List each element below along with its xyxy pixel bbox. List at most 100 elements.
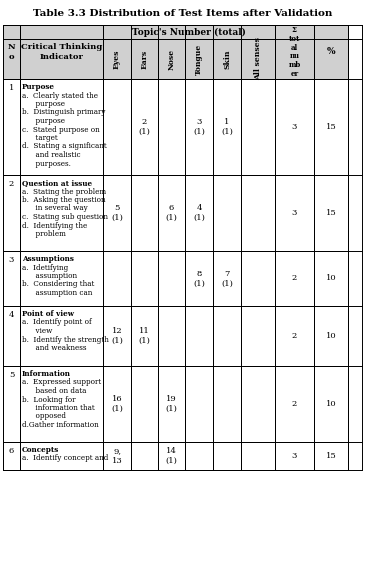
Bar xyxy=(20,251,103,306)
Bar xyxy=(185,442,213,470)
Bar xyxy=(131,39,158,79)
Bar xyxy=(314,79,348,175)
Text: b.  Looking for: b. Looking for xyxy=(22,395,76,404)
Text: 6: 6 xyxy=(9,447,14,455)
Bar xyxy=(185,306,213,366)
Bar xyxy=(241,442,275,470)
Text: 15: 15 xyxy=(326,209,337,217)
Text: a.  Clearly stated the: a. Clearly stated the xyxy=(22,91,98,99)
Bar xyxy=(131,442,158,470)
Bar xyxy=(158,306,185,366)
Text: %: % xyxy=(327,47,335,57)
Bar xyxy=(158,79,185,175)
Text: 2: 2 xyxy=(292,274,297,283)
Bar xyxy=(20,79,103,175)
Text: information that: information that xyxy=(22,404,95,412)
Text: b.  Identify the strength: b. Identify the strength xyxy=(22,336,109,343)
Text: N
o: N o xyxy=(8,43,15,61)
Bar xyxy=(158,366,185,442)
Bar xyxy=(185,251,213,306)
Text: d.  Stating a significant: d. Stating a significant xyxy=(22,143,107,150)
Text: based on data: based on data xyxy=(22,387,87,395)
Bar xyxy=(241,79,275,175)
Bar xyxy=(131,79,158,175)
Bar xyxy=(185,39,213,79)
Bar xyxy=(213,175,241,251)
Text: 3: 3 xyxy=(292,123,297,131)
Text: purposes.: purposes. xyxy=(22,160,71,167)
Text: assumption can: assumption can xyxy=(22,289,92,297)
Bar xyxy=(275,366,314,442)
Text: purpose: purpose xyxy=(22,100,65,108)
Text: 3: 3 xyxy=(9,256,14,264)
Text: 4
(1): 4 (1) xyxy=(193,204,205,222)
Text: Table 3.3 Distribution of Test Items after Validation: Table 3.3 Distribution of Test Items aft… xyxy=(33,9,332,18)
Text: 3
(1): 3 (1) xyxy=(193,118,205,136)
Text: 2: 2 xyxy=(292,332,297,340)
Bar xyxy=(213,251,241,306)
Bar xyxy=(103,366,131,442)
Bar xyxy=(213,442,241,470)
Bar xyxy=(158,175,185,251)
Bar xyxy=(241,251,275,306)
Text: All senses: All senses xyxy=(254,37,262,81)
Text: c.  Stating sub question: c. Stating sub question xyxy=(22,213,108,221)
Text: b.  Asking the question: b. Asking the question xyxy=(22,196,105,204)
Text: Purpose: Purpose xyxy=(22,83,55,91)
Text: 8
(1): 8 (1) xyxy=(193,270,205,287)
Bar xyxy=(241,175,275,251)
Text: a.  Stating the problem: a. Stating the problem xyxy=(22,188,106,195)
Text: Concepts: Concepts xyxy=(22,446,59,454)
Text: 10: 10 xyxy=(326,400,336,408)
Text: Skin: Skin xyxy=(223,49,231,69)
Bar xyxy=(103,175,131,251)
Text: problem: problem xyxy=(22,230,66,238)
Text: d.Gather information: d.Gather information xyxy=(22,421,99,429)
Text: Assumptions: Assumptions xyxy=(22,255,74,263)
Text: Question at issue: Question at issue xyxy=(22,179,92,187)
Text: 7
(1): 7 (1) xyxy=(221,270,233,287)
Text: 11
(1): 11 (1) xyxy=(139,327,150,345)
Text: Eyes: Eyes xyxy=(113,49,121,69)
Bar xyxy=(20,306,103,366)
Text: purpose: purpose xyxy=(22,117,65,125)
Bar xyxy=(185,79,213,175)
Bar xyxy=(314,442,348,470)
Text: Critical Thinking
Indicator: Critical Thinking Indicator xyxy=(21,43,102,61)
Bar xyxy=(314,306,348,366)
Text: in several way: in several way xyxy=(22,205,88,212)
Bar xyxy=(3,366,20,442)
Text: 14
(1): 14 (1) xyxy=(166,447,177,465)
Text: 6
(1): 6 (1) xyxy=(166,204,177,222)
Text: d.  Identifying the: d. Identifying the xyxy=(22,222,87,229)
Text: Σ
tot
al
nu
mb
er: Σ tot al nu mb er xyxy=(288,26,301,78)
Bar xyxy=(275,25,314,79)
Text: 16
(1): 16 (1) xyxy=(111,395,123,413)
Text: 5: 5 xyxy=(9,371,14,379)
Bar xyxy=(213,306,241,366)
Text: a.  Expressed support: a. Expressed support xyxy=(22,378,101,387)
Bar xyxy=(20,366,103,442)
Bar xyxy=(275,175,314,251)
Text: Topic's Number (total): Topic's Number (total) xyxy=(132,27,246,36)
Text: view: view xyxy=(22,327,52,335)
Text: 10: 10 xyxy=(326,274,336,283)
Bar xyxy=(20,442,103,470)
Text: a.  Idetifying: a. Idetifying xyxy=(22,263,68,271)
Bar xyxy=(275,442,314,470)
Text: and weakness: and weakness xyxy=(22,344,87,352)
Bar xyxy=(158,39,185,79)
Bar xyxy=(131,306,158,366)
Bar xyxy=(103,251,131,306)
Bar xyxy=(275,306,314,366)
Bar xyxy=(131,366,158,442)
Text: 10: 10 xyxy=(326,332,336,340)
Text: opposed: opposed xyxy=(22,412,66,421)
Bar xyxy=(20,175,103,251)
Bar xyxy=(3,175,20,251)
Bar xyxy=(131,251,158,306)
Bar xyxy=(275,79,314,175)
Text: Ears: Ears xyxy=(141,49,149,68)
Text: Nose: Nose xyxy=(168,49,176,70)
Text: b.  Considering that: b. Considering that xyxy=(22,280,95,288)
